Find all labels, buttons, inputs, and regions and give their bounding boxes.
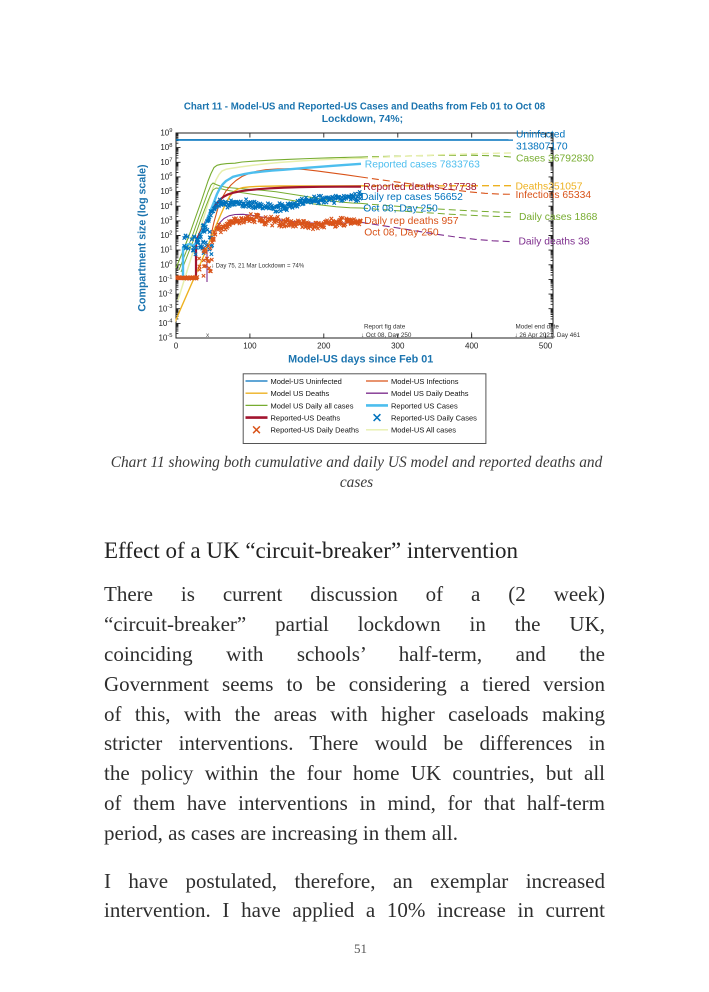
svg-text:500: 500 (539, 342, 553, 351)
svg-text:Reported cases 7833763: Reported cases 7833763 (365, 159, 480, 170)
svg-text:Model-US Infections: Model-US Infections (391, 377, 459, 386)
svg-text:106: 106 (160, 172, 172, 181)
svg-text:Uninfected: Uninfected (516, 130, 566, 141)
svg-text:100: 100 (243, 342, 257, 351)
svg-text:313807170: 313807170 (516, 142, 568, 153)
svg-text:109: 109 (160, 128, 172, 137)
svg-text:Oct 08, Day 250: Oct 08, Day 250 (364, 227, 439, 238)
svg-text:10-2: 10-2 (158, 289, 172, 298)
svg-text:↓ Day 75, 21 Mar Lockdown = 74: ↓ Day 75, 21 Mar Lockdown = 74% (211, 264, 305, 270)
svg-text:Model end date: Model end date (516, 323, 560, 330)
svg-text:Oct 08, Day 250: Oct 08, Day 250 (363, 204, 438, 215)
svg-text:Compartment size (log scale): Compartment size (log scale) (137, 164, 149, 311)
svg-text:100: 100 (160, 260, 172, 269)
svg-text:Reported US Cases: Reported US Cases (391, 401, 458, 410)
svg-text:|: | (471, 332, 473, 339)
svg-text:10-1: 10-1 (158, 275, 172, 284)
svg-text:10-3: 10-3 (158, 304, 172, 313)
svg-text:Daily cases 1868: Daily cases 1868 (519, 212, 598, 223)
svg-text:200: 200 (317, 342, 331, 351)
svg-text:104: 104 (160, 201, 173, 210)
svg-text:Cases 36792830: Cases 36792830 (516, 154, 594, 165)
svg-text:↓ Oct 08, Day 250: ↓ Oct 08, Day 250 (361, 332, 412, 339)
svg-text:x: x (206, 332, 210, 339)
svg-text:103: 103 (160, 216, 172, 225)
svg-text:Report fig date: Report fig date (364, 323, 406, 330)
svg-text:108: 108 (160, 143, 172, 152)
svg-text:Daily deaths 38: Daily deaths 38 (519, 237, 590, 248)
svg-text:300: 300 (391, 342, 405, 351)
svg-text:Model US Daily all cases: Model US Daily all cases (271, 401, 354, 410)
svg-text:Model-US All cases: Model-US All cases (391, 426, 456, 435)
svg-text:400: 400 (465, 342, 479, 351)
svg-text:Daily rep cases 56652: Daily rep cases 56652 (361, 192, 463, 203)
svg-text:10-5: 10-5 (158, 333, 172, 342)
svg-text:Reported-US Deaths: Reported-US Deaths (271, 414, 341, 423)
svg-text:102: 102 (160, 231, 172, 240)
svg-text:Model US Daily Deaths: Model US Daily Deaths (391, 389, 469, 398)
svg-text:Reported-US Daily Cases: Reported-US Daily Cases (391, 414, 477, 423)
svg-text:Chart 11 - Model-US and Report: Chart 11 - Model-US and Reported-US Case… (184, 102, 546, 113)
svg-text:↓ 26 Apr 2021, Day 461: ↓ 26 Apr 2021, Day 461 (515, 332, 581, 339)
svg-text:Model-US Uninfected: Model-US Uninfected (271, 377, 342, 386)
svg-text:Deaths251057: Deaths251057 (516, 181, 583, 192)
svg-text:101: 101 (160, 245, 172, 254)
svg-text:Reported-US Daily Deaths: Reported-US Daily Deaths (271, 426, 360, 435)
svg-text:Lockdown, 74%;: Lockdown, 74%; (322, 114, 403, 125)
svg-text:10-4: 10-4 (158, 319, 173, 328)
svg-text:Model US Deaths: Model US Deaths (271, 389, 330, 398)
svg-text:Infections 65334: Infections 65334 (516, 190, 592, 201)
svg-text:Daily rep deaths 957: Daily rep deaths 957 (364, 216, 459, 227)
svg-text:0: 0 (174, 342, 179, 351)
svg-text:Model-US days since Feb 01: Model-US days since Feb 01 (288, 353, 433, 365)
svg-text:Reported deaths 217738: Reported deaths 217738 (363, 182, 477, 193)
svg-text:105: 105 (160, 187, 172, 196)
svg-text:107: 107 (160, 158, 172, 167)
